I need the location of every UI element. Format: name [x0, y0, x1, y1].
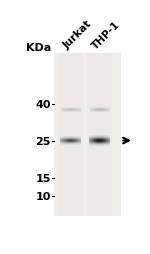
- Text: 15: 15: [35, 173, 51, 183]
- Text: KDa: KDa: [26, 43, 51, 53]
- Text: Jurkat: Jurkat: [61, 19, 93, 51]
- Text: 10: 10: [35, 191, 51, 201]
- Text: 40: 40: [35, 100, 51, 110]
- Bar: [87, 54, 112, 216]
- Text: 25: 25: [35, 136, 51, 146]
- Text: THP-1: THP-1: [90, 19, 122, 51]
- Bar: [58, 54, 83, 216]
- Bar: [54, 54, 121, 216]
